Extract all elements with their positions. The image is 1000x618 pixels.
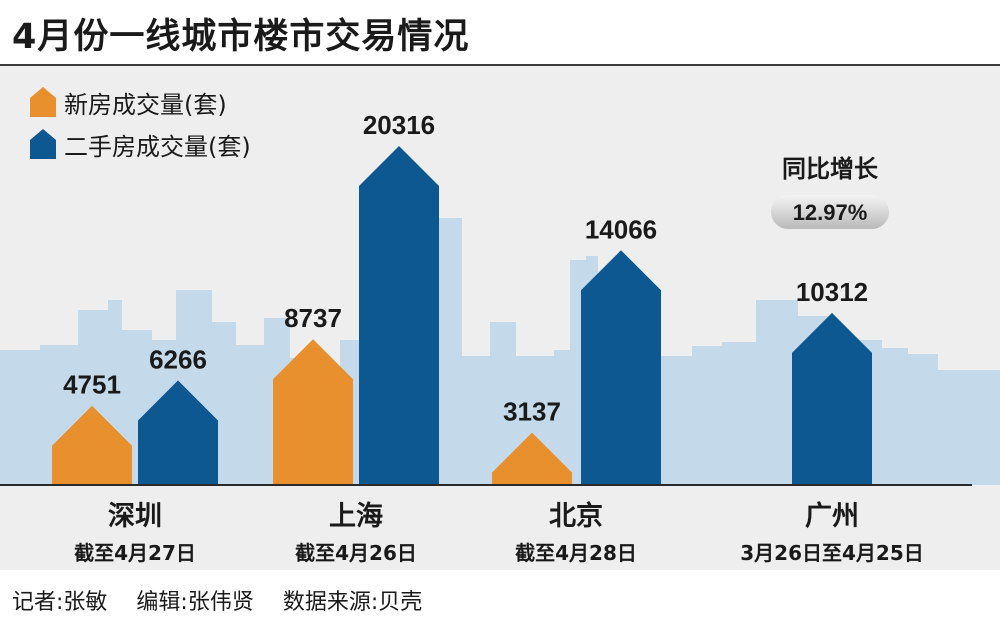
category-note-0: 截至4月27日	[74, 541, 196, 565]
credits-footer: 记者:张敏 编辑:张伟贤 数据来源:贝壳	[12, 584, 422, 616]
value-label-new-2: 3137	[503, 397, 561, 427]
page-title: 4月份一线城市楼市交易情况	[12, 17, 470, 57]
value-label-new-1: 8737	[284, 303, 342, 333]
bar-new-0	[52, 405, 132, 485]
category-note-2: 截至4月28日	[515, 541, 637, 565]
bar-used-3	[792, 312, 872, 485]
bar-used-0	[138, 380, 218, 485]
category-note-3: 3月26日至4月25日	[740, 541, 924, 565]
value-label-used-3: 10312	[796, 277, 868, 307]
source-credit: 数据来源:贝壳	[282, 590, 423, 615]
bar-new-1	[273, 339, 353, 485]
value-label-used-1: 20316	[363, 110, 435, 140]
labels-layer: 4751 8737 3137 6266 20316 14066 10312	[63, 110, 868, 427]
category-label-3: 广州	[805, 501, 859, 532]
skyline-building-14	[462, 356, 490, 485]
value-label-used-2: 14066	[585, 214, 657, 244]
bar-used-1	[359, 146, 439, 485]
category-note-1: 截至4月26日	[295, 541, 417, 565]
reporter-credit: 记者:张敏	[12, 590, 108, 615]
chart: 4751 8737 3137 6266 20316 14066 10312 深圳截至4月27…	[0, 110, 1000, 565]
yoy-value: 12.97%	[793, 200, 868, 225]
bar-used-2	[581, 250, 661, 485]
skyline-building-29	[908, 354, 938, 485]
skyline-building-25	[756, 300, 798, 485]
editor-credit: 编辑:张伟贤	[136, 590, 254, 615]
legend-label-new-homes: 新房成交量(套)	[64, 90, 227, 119]
skyline-building-23	[692, 346, 722, 485]
skyline-building-24	[722, 342, 756, 485]
value-label-new-0: 4751	[63, 370, 121, 400]
skyline-building-13	[438, 218, 462, 485]
value-label-used-0: 6266	[149, 344, 207, 374]
category-label-0: 深圳	[108, 501, 162, 532]
yoy-label: 同比增长	[782, 155, 879, 183]
skyline-building-17	[554, 350, 570, 485]
skyline-building-30	[938, 370, 1000, 485]
legend-house-icon-blue	[30, 129, 56, 159]
legend-item-used-homes: 二手房成交量(套)	[30, 128, 251, 161]
bars-layer	[52, 146, 872, 485]
yoy-annotation: 同比增长 12.97%	[771, 155, 889, 229]
skyline-building-8	[236, 345, 264, 485]
category-label-2: 北京	[549, 500, 603, 532]
title-bar: 4月份一线城市楼市交易情况	[0, 0, 1000, 66]
legend-item-new-homes: 新房成交量(套)	[30, 86, 227, 119]
category-label-1: 上海	[329, 501, 383, 532]
skyline-building-22	[656, 356, 692, 485]
bar-new-2	[492, 432, 572, 485]
skyline-building-28	[882, 348, 908, 485]
legend-house-icon-orange	[30, 87, 56, 117]
yoy-badge	[771, 195, 889, 229]
skyline-building-0	[0, 350, 40, 485]
title-divider	[0, 64, 1000, 66]
legend-label-used-homes: 二手房成交量(套)	[64, 132, 251, 161]
